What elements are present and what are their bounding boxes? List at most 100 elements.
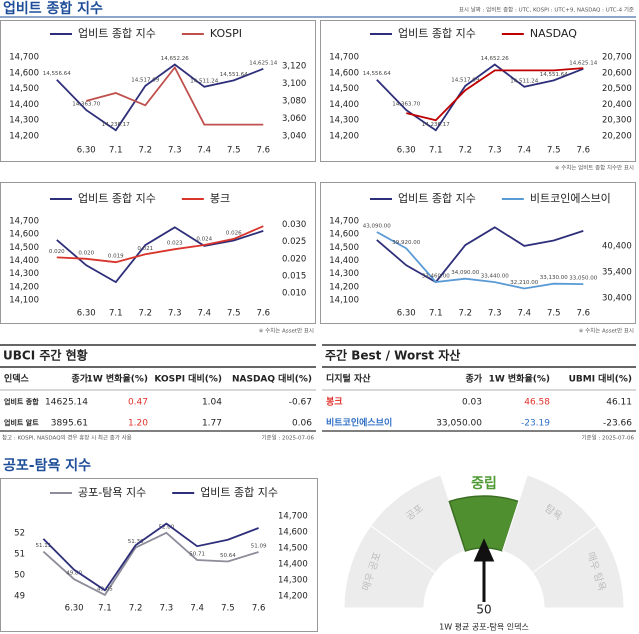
y2-tick-label: 14,300 bbox=[278, 576, 308, 586]
y-tick-label: 51 bbox=[14, 549, 25, 559]
column-header: 종가 bbox=[71, 373, 88, 385]
y-tick-label: 14,400 bbox=[9, 100, 39, 110]
table-cell: 0.06 bbox=[292, 419, 312, 429]
y2-tick-label: 0.010 bbox=[282, 289, 306, 299]
y2-tick-label: 3,080 bbox=[282, 96, 306, 106]
value-label: 49.80 bbox=[66, 571, 82, 577]
chart-note: ※ 수치는 Asset만 표시 bbox=[259, 327, 314, 335]
table-cell: -23.66 bbox=[603, 419, 632, 429]
legend-label: 비트코인에스브이 bbox=[530, 192, 611, 205]
y2-tick-label: 20,300 bbox=[602, 116, 632, 126]
gauge-value: 50 bbox=[476, 603, 491, 617]
y2-tick-label: 14,200 bbox=[278, 592, 308, 602]
value-label: 14,363.70 bbox=[392, 102, 420, 108]
value-label: 14,551.64 bbox=[220, 72, 248, 78]
gauge-segment bbox=[343, 525, 437, 609]
series-line bbox=[86, 65, 264, 126]
value-label: 14,363.70 bbox=[72, 102, 100, 108]
date-note: 표시 날짜 : 업비트 종합 : UTC, KOSPI : UTC+9, NAS… bbox=[459, 6, 634, 14]
y-tick-label: 14,600 bbox=[9, 68, 39, 78]
value-label: 0.020 bbox=[78, 250, 94, 256]
table-title-band bbox=[322, 345, 636, 367]
x-tick-label: 7.2 bbox=[138, 309, 152, 319]
value-label: 33,130.00 bbox=[540, 275, 568, 281]
chart-frame bbox=[0, 478, 318, 632]
x-tick-label: 7.6 bbox=[576, 146, 590, 156]
x-tick-label: 7.1 bbox=[98, 604, 112, 614]
value-label: 14,556.64 bbox=[43, 71, 71, 77]
y2-tick-label: 20,600 bbox=[602, 68, 632, 78]
y-tick-label: 14,200 bbox=[329, 132, 359, 142]
series-line bbox=[56, 63, 264, 132]
series-line bbox=[56, 226, 264, 284]
table-date: 기준일 : 2025-07-06 bbox=[262, 434, 315, 442]
y-tick-label: 52 bbox=[14, 528, 25, 538]
chart-frame bbox=[0, 20, 316, 162]
y-tick-label: 14,400 bbox=[329, 256, 359, 266]
value-label: 14,652.26 bbox=[161, 56, 189, 62]
value-label: 14,556.64 bbox=[363, 71, 391, 77]
table-cell: 33,050.00 bbox=[436, 419, 482, 429]
chart-frame bbox=[0, 182, 316, 324]
value-label: 50.71 bbox=[189, 552, 205, 558]
y-tick-label: 14,200 bbox=[9, 282, 39, 292]
legend-label: 공포-탐욕 지수 bbox=[78, 486, 146, 499]
x-tick-label: 7.5 bbox=[547, 309, 561, 319]
x-tick-label: 6.30 bbox=[397, 309, 416, 319]
x-tick-label: 7.3 bbox=[168, 309, 182, 319]
value-label: 0.019 bbox=[108, 254, 124, 260]
x-tick-label: 7.3 bbox=[168, 146, 182, 156]
x-tick-label: 6.30 bbox=[65, 604, 84, 614]
row-label: 봉크 bbox=[326, 397, 343, 408]
x-tick-label: 7.6 bbox=[256, 309, 270, 319]
series-line bbox=[376, 231, 584, 290]
value-label: 51.30 bbox=[128, 539, 144, 545]
y2-tick-label: 14,600 bbox=[278, 528, 308, 538]
y-tick-label: 14,100 bbox=[9, 296, 39, 306]
y2-tick-label: 14,400 bbox=[278, 560, 308, 570]
legend-label: NASDAQ bbox=[530, 27, 577, 40]
y2-tick-label: 3,120 bbox=[282, 61, 306, 71]
column-header: 디지털 자산 bbox=[326, 373, 371, 385]
value-label: 14,511.24 bbox=[510, 78, 538, 84]
chart-note: ※ 수치는 업비트 종합 지수만 표시 bbox=[555, 164, 634, 172]
row-label: 비트코인에스브이 bbox=[326, 417, 392, 429]
y2-tick-label: 0.030 bbox=[282, 220, 306, 230]
series-line bbox=[56, 225, 264, 264]
y-tick-label: 14,200 bbox=[329, 282, 359, 292]
x-tick-label: 7.3 bbox=[488, 146, 502, 156]
y-tick-label: 14,300 bbox=[9, 269, 39, 279]
y2-tick-label: 0.015 bbox=[282, 271, 306, 281]
legend-label: KOSPI bbox=[210, 27, 242, 40]
table-cell: 1.20 bbox=[128, 419, 148, 429]
table-cell: 14625.14 bbox=[45, 398, 88, 408]
legend-label: 업비트 종합 지수 bbox=[398, 192, 476, 205]
x-tick-label: 7.4 bbox=[197, 146, 211, 156]
gauge-label: 중립 bbox=[471, 476, 497, 492]
x-tick-label: 7.2 bbox=[458, 309, 472, 319]
column-header: 1W 변화율(%) bbox=[489, 373, 550, 385]
value-label: 14,625.14 bbox=[249, 60, 277, 66]
y-tick-label: 14,700 bbox=[329, 217, 359, 227]
value-label: 32,210.00 bbox=[510, 280, 538, 286]
table-cell: 0.47 bbox=[128, 398, 148, 408]
x-tick-label: 7.5 bbox=[227, 309, 241, 319]
table-title: 주간 Best / Worst 자산 bbox=[325, 348, 460, 363]
x-tick-label: 7.5 bbox=[227, 146, 241, 156]
table-cell: -23.19 bbox=[521, 419, 550, 429]
table-date: 기준일 : 2025-07-06 bbox=[582, 434, 635, 442]
legend-label: 업비트 종합 지수 bbox=[200, 486, 278, 499]
y-tick-label: 14,500 bbox=[329, 84, 359, 94]
x-tick-label: 6.30 bbox=[397, 146, 416, 156]
x-tick-label: 7.3 bbox=[488, 309, 502, 319]
y-tick-label: 14,500 bbox=[9, 84, 39, 94]
x-tick-label: 7.1 bbox=[429, 146, 443, 156]
gauge-segment bbox=[501, 474, 598, 574]
table-cell: 0.03 bbox=[462, 398, 482, 408]
table-title-band bbox=[0, 345, 316, 367]
y2-tick-label: 20,200 bbox=[602, 132, 632, 142]
y-tick-label: 14,500 bbox=[9, 243, 39, 253]
value-label: 14,517.09 bbox=[451, 77, 479, 83]
x-tick-label: 7.6 bbox=[256, 146, 270, 156]
x-tick-label: 6.30 bbox=[77, 309, 96, 319]
